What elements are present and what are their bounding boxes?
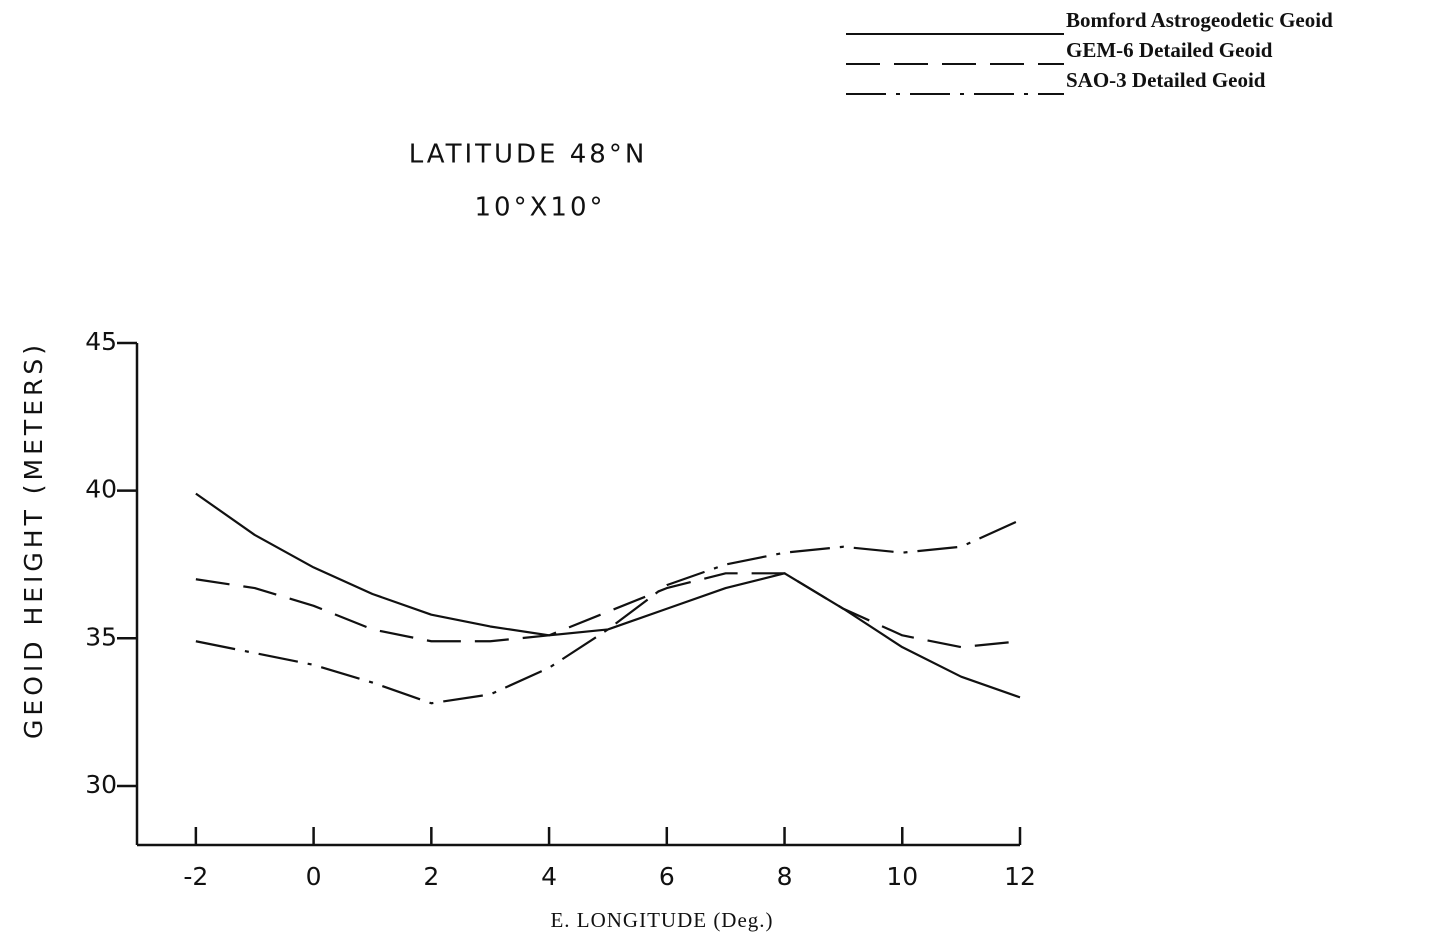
x-axis-label: E. LONGITUDE (Deg.) [550,908,773,932]
series-line [195,519,1021,705]
x-tick-label: -2 [183,862,208,891]
legend-label: GEM-6 Detailed Geoid [1066,38,1273,62]
x-tick-label: 12 [1004,862,1036,891]
legend-label: Bomford Astrogeodetic Geoid [1066,8,1333,32]
x-tick-label: 4 [541,862,557,891]
legend-label: SAO-3 Detailed Geoid [1066,68,1266,92]
chart-subtitle: 10°X10° [475,193,606,223]
series-line [195,492,1021,699]
y-axis-label: GEOID HEIGHT (METERS) [19,341,48,739]
series-line [195,572,1021,649]
x-tick-label: 0 [306,862,322,891]
x-tick-label: 10 [886,862,918,891]
y-tick-label: 45 [85,327,117,356]
y-tick-label: 40 [85,475,117,504]
x-tick-label: 2 [423,862,439,891]
y-tick-label: 30 [85,770,117,799]
y-tick-label: 35 [85,622,117,651]
x-tick-label: 6 [659,862,675,891]
chart-title: LATITUDE 48°N [409,140,648,170]
x-tick-label: 8 [777,862,793,891]
